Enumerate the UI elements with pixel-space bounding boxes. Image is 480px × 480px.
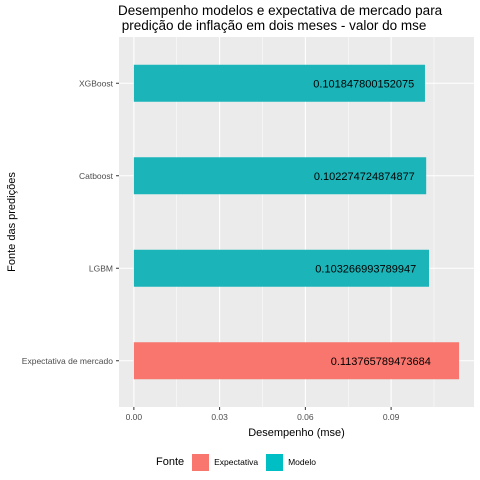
y-tick-label: Catboost — [79, 171, 114, 181]
legend-title: Fonte — [156, 456, 185, 468]
data-label: 0.101847800152075 — [313, 78, 414, 90]
y-axis-title: Fonte das predições — [6, 172, 18, 272]
legend-item-expectativa: Expectativa — [192, 453, 259, 471]
y-tick-label: LGBM — [89, 263, 113, 273]
y-tick-label: Expectativa de mercado — [22, 356, 113, 366]
bar-expectativa-de-mercado — [133, 342, 460, 380]
x-tick-label: 0.06 — [297, 412, 314, 422]
legend-key-modelo — [266, 453, 284, 471]
data-label: 0.113765789473684 — [331, 356, 431, 368]
data-label: 0.102274724874877 — [314, 171, 415, 183]
data-label: 0.103266993789947 — [315, 263, 416, 275]
chart-title-line-2: predição de inflação em dois meses - val… — [118, 18, 427, 33]
legend-label-modelo: Modelo — [288, 457, 316, 467]
legend: Fonte Expectativa Modelo — [0, 452, 480, 472]
x-axis-title: Desempenho (mse) — [248, 427, 345, 439]
y-tick-label: XGBoost — [79, 78, 114, 88]
bar-xgboost — [133, 64, 425, 102]
x-tick-label: 0.09 — [383, 412, 400, 422]
bar-catboost — [133, 157, 427, 195]
legend-label-expectativa: Expectativa — [214, 457, 259, 467]
legend-key-expectativa — [192, 453, 210, 471]
bar-lgbm — [133, 249, 430, 287]
legend-item-modelo: Modelo — [266, 453, 316, 471]
x-tick-label: 0.03 — [211, 412, 228, 422]
x-tick-label: 0.00 — [126, 412, 143, 422]
chart-title-line-1: Desempenho modelos e expectativa de merc… — [118, 3, 443, 18]
